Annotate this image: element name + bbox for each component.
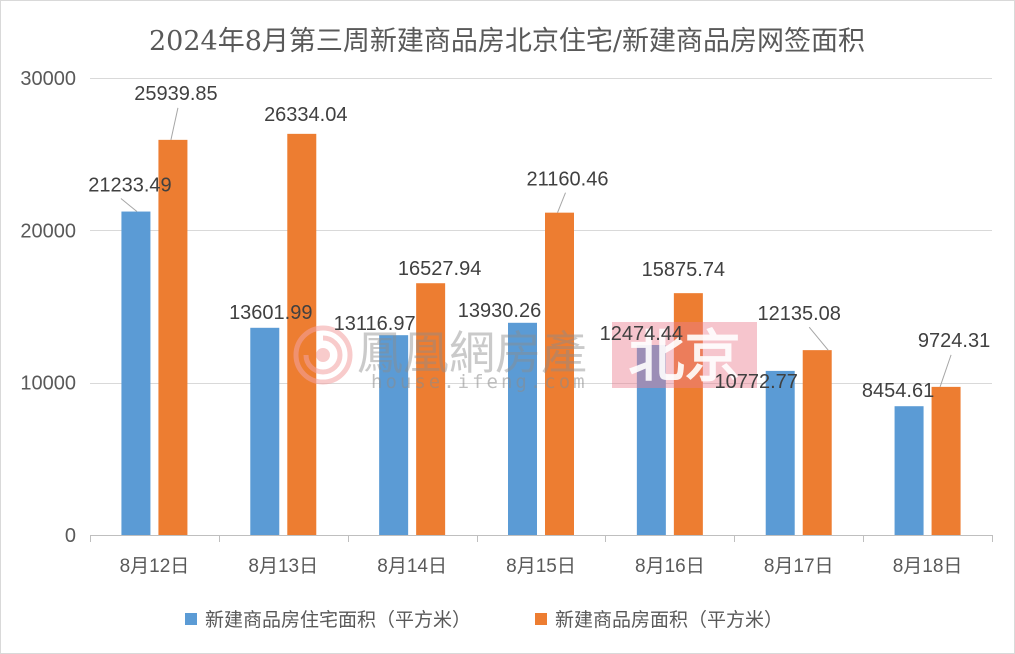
bar-total-area [287,133,317,535]
y-axis-labels: 0 10000 20000 30000 [20,68,76,547]
bar-total-area [545,212,574,536]
x-tick-label: 8月17日 [764,556,834,577]
data-label: 9724.31 [918,330,990,352]
legend-swatch [535,613,547,625]
watermark: 鳳凰網房產 house.ifeng.com 北京 [293,322,757,393]
y-tick-label: 0 [65,525,76,547]
data-label: 10772.77 [715,371,798,393]
watermark-url: house.ifeng.com [371,371,588,393]
bars [121,133,961,536]
legend-label: 新建商品房住宅面积（平方米） [205,609,471,631]
bar-residential-area [636,344,666,535]
y-tick-label: 30000 [20,68,76,90]
x-tick-label: 8月18日 [893,556,963,577]
bar-total-area [416,283,446,535]
bar-total-area [802,350,832,535]
data-label: 25939.85 [134,83,217,105]
data-label: 12135.08 [758,303,841,325]
legend-swatch [185,613,197,625]
x-tick-label: 8月13日 [248,556,318,577]
watermark-brand: 鳳凰網房產 [357,326,587,380]
data-label: 12474.44 [600,323,683,345]
bar-residential-area [250,327,280,535]
legend-item: 新建商品房面积（平方米） [535,609,783,631]
x-tick-label: 8月16日 [635,556,705,577]
data-label-leader-line [939,354,952,388]
x-tick-label: 8月12日 [120,556,190,577]
data-label: 13116.97 [334,313,416,335]
data-label: 26334.04 [264,104,347,126]
data-label: 16527.94 [398,258,481,280]
bar-residential-area [508,322,537,535]
y-tick-label: 10000 [20,373,76,395]
data-label: 21160.46 [527,169,609,191]
x-tick-label: 8月14日 [377,556,447,577]
y-tick-label: 20000 [20,220,76,242]
gridlines [90,78,992,384]
data-label-leader-line [170,107,179,140]
data-label-leader-line [808,326,829,351]
data-label: 13601.99 [229,302,312,324]
watermark-city-box [612,322,757,388]
chart-title: 2024年8月第三周新建商品房北京住宅/新建商品房网签面积 [149,26,865,57]
legend-item: 新建商品房住宅面积（平方米） [185,609,471,631]
x-tick-label: 8月15日 [506,556,576,577]
data-label: 8454.61 [862,380,934,402]
data-label-leader-line [557,192,566,213]
bar-total-area [931,386,961,535]
legend: 新建商品房住宅面积（平方米） 新建商品房面积（平方米） [185,609,783,631]
data-label: 13930.26 [458,300,541,322]
data-labels: 21233.49 13601.99 13116.97 13930.26 12474.44… [88,83,990,402]
data-label: 21233.49 [88,175,171,197]
data-label: 15875.74 [642,259,725,281]
bar-total-area [158,139,188,536]
bar-residential-area [894,406,924,535]
data-label-leader-line [120,198,138,212]
bar-total-area [673,293,703,535]
legend-label: 新建商品房面积（平方米） [555,609,783,631]
ifeng-logo-icon [293,325,353,385]
bar-residential-area [765,370,795,535]
bar-residential-area [121,211,151,536]
watermark-city: 北京 [629,325,741,390]
x-axis: 8月12日 8月13日 8月14日 8月15日 8月16日 8月17日 8月18日 [90,535,993,577]
bar-residential-area [379,335,409,535]
